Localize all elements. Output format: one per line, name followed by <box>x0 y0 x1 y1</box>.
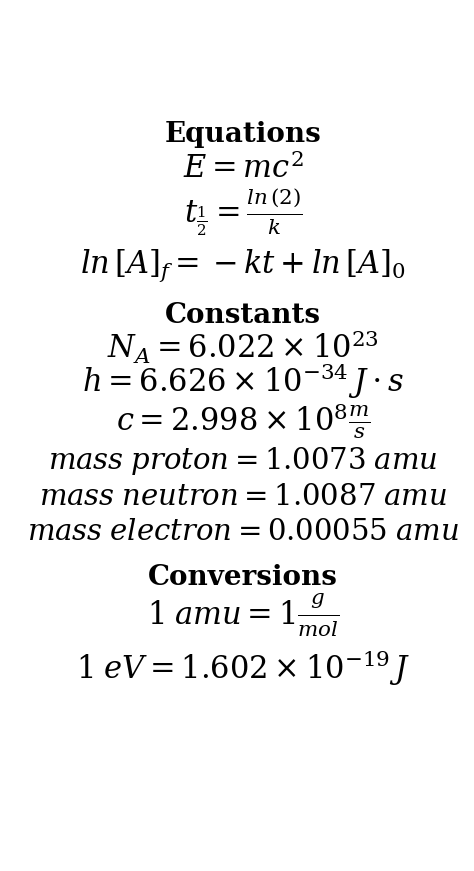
Text: $h = 6.626 \times 10^{-34}\, J \cdot s$: $h = 6.626 \times 10^{-34}\, J \cdot s$ <box>82 361 404 401</box>
Text: $1\; amu = 1\frac{g}{mol}$: $1\; amu = 1\frac{g}{mol}$ <box>146 592 339 639</box>
Text: $E = mc^2$: $E = mc^2$ <box>182 152 303 185</box>
Text: $mass\; electron = 0.00055\; amu$: $mass\; electron = 0.00055\; amu$ <box>27 518 459 546</box>
Text: Equations: Equations <box>164 121 321 148</box>
Text: $1\; eV = 1.602 \times 10^{-19}\, J$: $1\; eV = 1.602 \times 10^{-19}\, J$ <box>76 648 410 688</box>
Text: Constants: Constants <box>165 302 321 329</box>
Text: $ln\,[A]_f = -kt + ln\,[A]_0$: $ln\,[A]_f = -kt + ln\,[A]_0$ <box>80 247 406 284</box>
Text: $mass\; neutron = 1.0087\; amu$: $mass\; neutron = 1.0087\; amu$ <box>39 483 447 511</box>
Text: $N_A = 6.022 \times 10^{23}$: $N_A = 6.022 \times 10^{23}$ <box>107 328 379 366</box>
Text: $t_{\frac{1}{2}} = \frac{ln\,(2)}{k}$: $t_{\frac{1}{2}} = \frac{ln\,(2)}{k}$ <box>183 186 302 238</box>
Text: Conversions: Conversions <box>148 564 338 591</box>
Text: $mass\; proton = 1.0073\; amu$: $mass\; proton = 1.0073\; amu$ <box>48 445 438 477</box>
Text: $c = 2.998 \times 10^{8}\frac{m}{s}$: $c = 2.998 \times 10^{8}\frac{m}{s}$ <box>116 402 370 441</box>
